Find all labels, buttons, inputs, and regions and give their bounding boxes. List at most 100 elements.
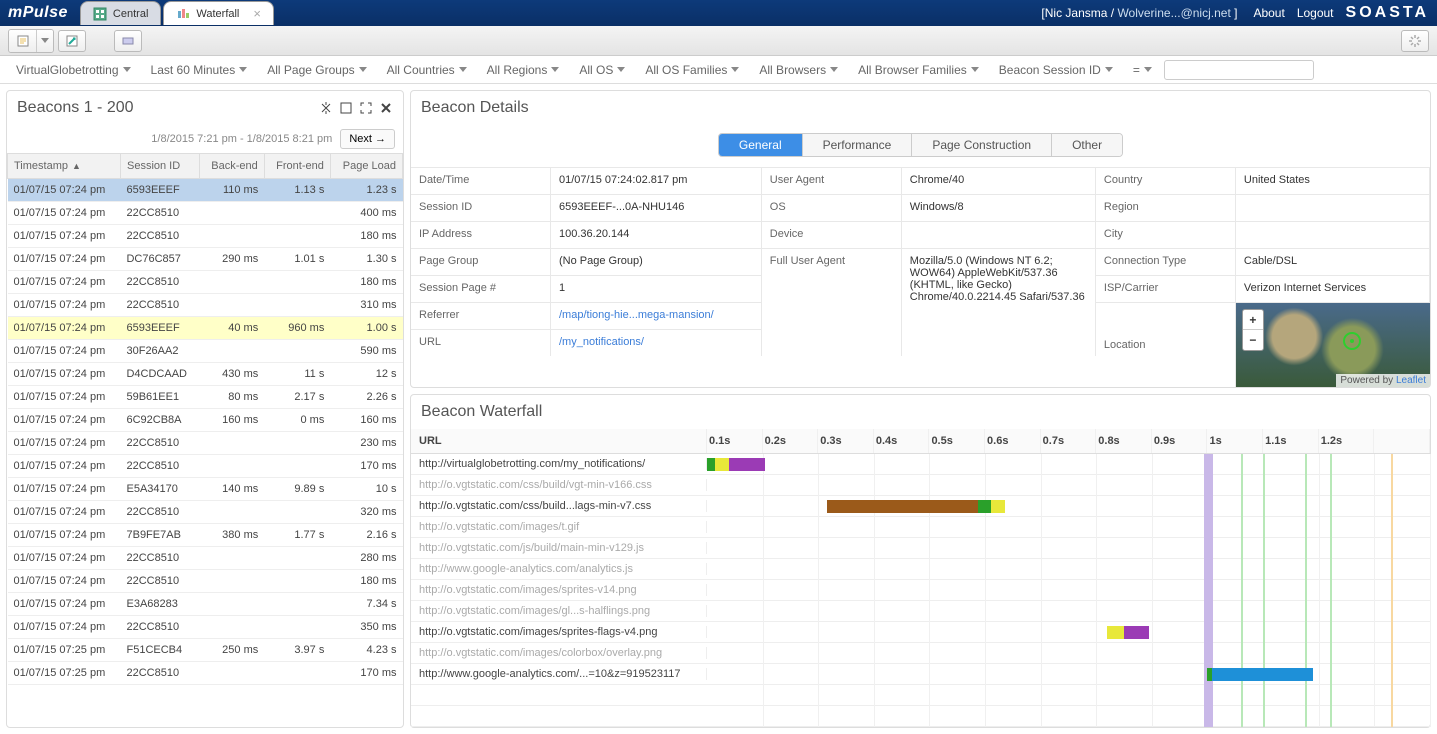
tab-icon: [176, 7, 190, 21]
user-link[interactable]: Wolverine...@nicj.net: [1117, 6, 1230, 20]
wf-row[interactable]: http://www.google-analytics.com/analytic…: [411, 559, 1430, 580]
table-row[interactable]: 01/07/15 07:24 pmE5A34170140 ms9.89 s10 …: [8, 478, 403, 501]
zoom-in-icon[interactable]: +: [1243, 310, 1263, 330]
detail-label: City: [1096, 222, 1236, 248]
tab-close-icon[interactable]: ×: [253, 6, 261, 21]
refresh-icon[interactable]: [58, 30, 86, 52]
wf-row[interactable]: http://o.vgtstatic.com/images/colorbox/o…: [411, 643, 1430, 664]
tab-other[interactable]: Other: [1052, 134, 1122, 156]
layout-icon[interactable]: [114, 30, 142, 52]
next-button[interactable]: Next →: [340, 129, 395, 149]
filter-1[interactable]: Last 60 Minutes: [143, 63, 256, 77]
wf-url-header: URL: [411, 429, 707, 453]
close-icon[interactable]: [379, 101, 393, 115]
new-icon[interactable]: [9, 30, 37, 52]
filter-10[interactable]: =: [1125, 63, 1160, 77]
detail-value: United States: [1236, 168, 1430, 194]
header-tab-waterfall[interactable]: Waterfall×: [163, 1, 274, 25]
detail-value: [902, 222, 1096, 248]
wf-url: http://o.vgtstatic.com/images/sprites-v1…: [411, 584, 707, 596]
detail-link[interactable]: /my_notifications/: [559, 336, 644, 348]
col-header[interactable]: Session ID: [120, 154, 199, 179]
wf-bars: [707, 517, 1430, 538]
table-row[interactable]: 01/07/15 07:24 pm22CC8510320 ms: [8, 501, 403, 524]
table-row[interactable]: 01/07/15 07:24 pm22CC8510350 ms: [8, 616, 403, 639]
filter-input[interactable]: [1164, 60, 1314, 80]
table-row[interactable]: 01/07/15 07:24 pmE3A682837.34 s: [8, 593, 403, 616]
table-row[interactable]: 01/07/15 07:24 pm22CC8510230 ms: [8, 432, 403, 455]
pin-icon[interactable]: [319, 101, 333, 115]
tab-performance[interactable]: Performance: [803, 134, 913, 156]
detail-value: Mozilla/5.0 (Windows NT 6.2; WOW64) Appl…: [902, 249, 1096, 356]
table-row[interactable]: 01/07/15 07:24 pm30F26AA2590 ms: [8, 340, 403, 363]
table-row[interactable]: 01/07/15 07:24 pm59B61EE180 ms2.17 s2.26…: [8, 386, 403, 409]
table-row[interactable]: 01/07/15 07:25 pm22CC8510170 ms: [8, 662, 403, 685]
table-row[interactable]: 01/07/15 07:24 pm22CC8510400 ms: [8, 202, 403, 225]
detail-value: (No Page Group): [551, 249, 762, 275]
table-row[interactable]: 01/07/15 07:24 pm22CC8510310 ms: [8, 294, 403, 317]
header-tab-central[interactable]: Central: [80, 1, 161, 25]
detail-label: Region: [1096, 195, 1236, 221]
table-row[interactable]: 01/07/15 07:25 pmF51CECB4250 ms3.97 s4.2…: [8, 639, 403, 662]
wf-row[interactable]: http://o.vgtstatic.com/images/gl...s-hal…: [411, 601, 1430, 622]
header-link-about[interactable]: About: [1253, 6, 1284, 20]
detail-value: Verizon Internet Services: [1236, 276, 1430, 302]
header-link-logout[interactable]: Logout: [1297, 6, 1334, 20]
filter-2[interactable]: All Page Groups: [259, 63, 374, 77]
new-dropdown[interactable]: [8, 29, 54, 53]
wf-row[interactable]: http://o.vgtstatic.com/images/sprites-fl…: [411, 622, 1430, 643]
table-row[interactable]: 01/07/15 07:24 pm22CC8510180 ms: [8, 271, 403, 294]
filter-0[interactable]: VirtualGlobetrotting: [8, 63, 139, 77]
detail-label: Country: [1096, 168, 1236, 194]
zoom-control: +−: [1242, 309, 1264, 351]
filter-5[interactable]: All OS: [571, 63, 633, 77]
wf-row[interactable]: http://virtualglobetrotting.com/my_notif…: [411, 454, 1430, 475]
fullscreen-icon[interactable]: [359, 101, 373, 115]
col-header[interactable]: Timestamp▲: [8, 154, 121, 179]
detail-value: 6593EEEF-...0A-NHU146: [551, 195, 762, 221]
filter-9[interactable]: Beacon Session ID: [991, 63, 1121, 77]
filter-3[interactable]: All Countries: [379, 63, 475, 77]
wf-row[interactable]: http://o.vgtstatic.com/images/t.gif: [411, 517, 1430, 538]
expand-icon[interactable]: [339, 101, 353, 115]
detail-label: Connection Type: [1096, 249, 1236, 275]
detail-link[interactable]: /map/tiong-hie...mega-mansion/: [559, 309, 714, 321]
wf-url: http://o.vgtstatic.com/css/build...lags-…: [411, 500, 707, 512]
table-row[interactable]: 01/07/15 07:24 pm22CC8510170 ms: [8, 455, 403, 478]
detail-value: 100.36.20.144: [551, 222, 762, 248]
table-row[interactable]: 01/07/15 07:24 pm6C92CB8A160 ms0 ms160 m…: [8, 409, 403, 432]
zoom-out-icon[interactable]: −: [1243, 330, 1263, 350]
user-info: [Nic Jansma / Wolverine...@nicj.net ]: [1041, 6, 1237, 20]
table-row[interactable]: 01/07/15 07:24 pm6593EEEF40 ms960 ms1.00…: [8, 317, 403, 340]
col-header[interactable]: Page Load: [330, 154, 402, 179]
table-row[interactable]: 01/07/15 07:24 pm22CC8510180 ms: [8, 225, 403, 248]
tab-general[interactable]: General: [719, 134, 803, 156]
table-row[interactable]: 01/07/15 07:24 pm7B9FE7AB380 ms1.77 s2.1…: [8, 524, 403, 547]
new-caret[interactable]: [37, 30, 53, 52]
filter-7[interactable]: All Browsers: [751, 63, 846, 77]
col-header[interactable]: Front-end: [264, 154, 330, 179]
location-map[interactable]: +− Powered by Leaflet: [1236, 303, 1430, 387]
wf-row[interactable]: http://www.google-analytics.com/...=10&z…: [411, 664, 1430, 685]
table-row[interactable]: 01/07/15 07:24 pmD4CDCAAD430 ms11 s12 s: [8, 363, 403, 386]
wf-url: http://o.vgtstatic.com/images/t.gif: [411, 521, 707, 533]
table-row[interactable]: 01/07/15 07:24 pm6593EEEF110 ms1.13 s1.2…: [8, 179, 403, 202]
detail-label: Full User Agent: [762, 249, 902, 356]
table-row[interactable]: 01/07/15 07:24 pmDC76C857290 ms1.01 s1.3…: [8, 248, 403, 271]
wf-segment: [991, 500, 1005, 513]
filter-8[interactable]: All Browser Families: [850, 63, 987, 77]
wf-row[interactable]: http://o.vgtstatic.com/css/build...lags-…: [411, 496, 1430, 517]
wf-row[interactable]: http://o.vgtstatic.com/css/build/vgt-min…: [411, 475, 1430, 496]
col-header[interactable]: Back-end: [199, 154, 264, 179]
wf-row[interactable]: http://o.vgtstatic.com/js/build/main-min…: [411, 538, 1430, 559]
filter-4[interactable]: All Regions: [479, 63, 568, 77]
map-attribution: Powered by Leaflet: [1336, 374, 1430, 387]
detail-label: Date/Time: [411, 168, 551, 194]
wf-bars: [707, 664, 1430, 685]
tab-page-construction[interactable]: Page Construction: [912, 134, 1052, 156]
detail-value: /my_notifications/: [551, 330, 762, 356]
filter-6[interactable]: All OS Families: [637, 63, 747, 77]
table-row[interactable]: 01/07/15 07:24 pm22CC8510280 ms: [8, 547, 403, 570]
table-row[interactable]: 01/07/15 07:24 pm22CC8510180 ms: [8, 570, 403, 593]
wf-row[interactable]: http://o.vgtstatic.com/images/sprites-v1…: [411, 580, 1430, 601]
